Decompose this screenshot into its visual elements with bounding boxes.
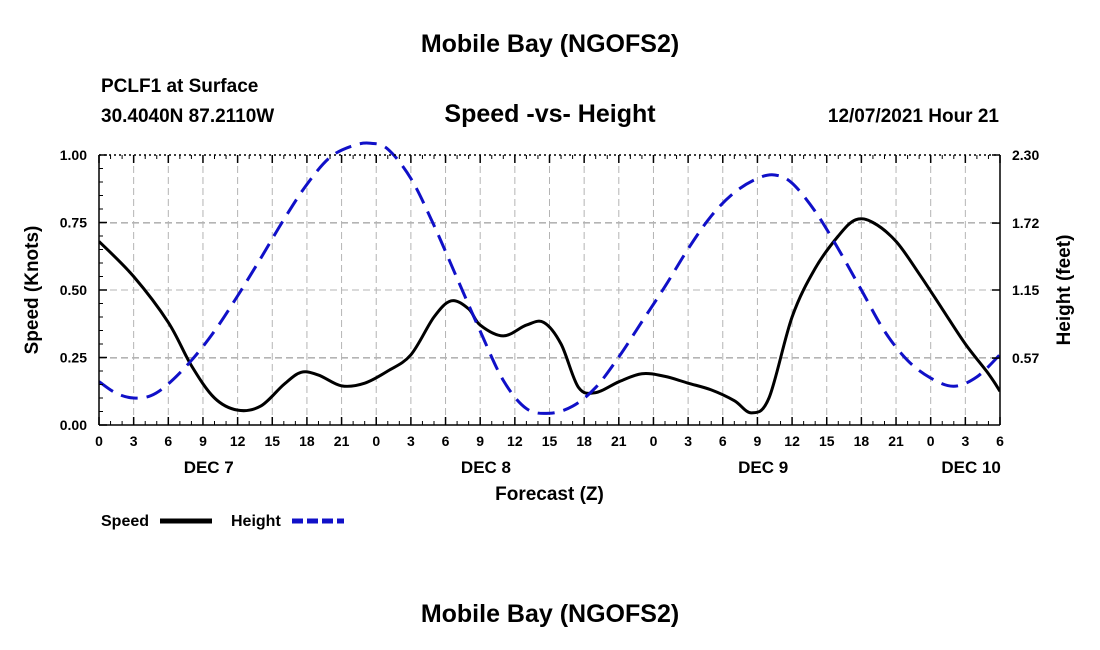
speed-series-line bbox=[99, 217, 1000, 415]
x-tick-label: 0 bbox=[372, 433, 380, 449]
x-tick-label: 6 bbox=[442, 433, 450, 449]
y-tick-label: 0.75 bbox=[60, 215, 87, 231]
x-tick-label: 18 bbox=[854, 433, 870, 449]
y2-axis-title: Height (feet) bbox=[1054, 235, 1075, 346]
y2-tick-label: 2.30 bbox=[1012, 147, 1039, 163]
legend: Speed Height bbox=[101, 513, 344, 530]
y2-tick-label: 0.57 bbox=[1012, 350, 1039, 366]
x-day-label: DEC 8 bbox=[461, 458, 511, 477]
legend-label-height: Height bbox=[231, 513, 281, 530]
y-tick-label: 0.00 bbox=[60, 417, 87, 433]
y-axis-title: Speed (Knots) bbox=[22, 226, 43, 355]
x-day-label: DEC 10 bbox=[941, 458, 1001, 477]
x-day-label: DEC 7 bbox=[184, 458, 234, 477]
station-coordinates: 30.4040N 87.2110W bbox=[101, 106, 275, 127]
x-day-label: DEC 9 bbox=[738, 458, 788, 477]
x-tick-label: 18 bbox=[299, 433, 315, 449]
y-tick-label: 0.50 bbox=[60, 282, 87, 298]
x-tick-label: 21 bbox=[611, 433, 627, 449]
x-tick-label: 21 bbox=[888, 433, 904, 449]
x-tick-label: 18 bbox=[576, 433, 592, 449]
forecast-datetime: 12/07/2021 Hour 21 bbox=[827, 106, 999, 127]
x-tick-label: 3 bbox=[407, 433, 415, 449]
y-tick-label: 1.00 bbox=[60, 147, 87, 163]
x-axis-title: Forecast (Z) bbox=[495, 484, 604, 505]
x-tick-label: 0 bbox=[650, 433, 658, 449]
x-tick-label: 15 bbox=[542, 433, 558, 449]
x-tick-label: 12 bbox=[230, 433, 246, 449]
x-tick-label: 0 bbox=[95, 433, 103, 449]
height-series-line bbox=[99, 141, 1000, 415]
x-tick-label: 9 bbox=[199, 433, 207, 449]
y-tick-label: 0.25 bbox=[60, 350, 87, 366]
x-tick-label: 3 bbox=[130, 433, 138, 449]
y2-tick-label: 1.15 bbox=[1012, 282, 1039, 298]
legend-label-speed: Speed bbox=[101, 513, 149, 530]
x-tick-label: 3 bbox=[961, 433, 969, 449]
x-tick-label: 3 bbox=[684, 433, 692, 449]
x-tick-label: 6 bbox=[164, 433, 172, 449]
chart-title: Mobile Bay (NGOFS2) bbox=[420, 30, 680, 58]
x-tick-label: 15 bbox=[819, 433, 835, 449]
grid bbox=[99, 155, 1000, 425]
x-tick-label: 9 bbox=[476, 433, 484, 449]
footer-title: Mobile Bay (NGOFS2) bbox=[420, 600, 680, 628]
x-tick-label: 9 bbox=[754, 433, 762, 449]
series-lines bbox=[99, 141, 1000, 415]
station-name: PCLF1 at Surface bbox=[101, 76, 259, 97]
y2-tick-label: 1.72 bbox=[1012, 215, 1039, 231]
chart-subtitle: Speed -vs- Height bbox=[444, 100, 656, 128]
x-tick-label: 15 bbox=[264, 433, 280, 449]
x-tick-label: 6 bbox=[996, 433, 1004, 449]
x-tick-label: 21 bbox=[334, 433, 350, 449]
axes: 0 3 6 9 12 15 18 21 0 3 6 9 12 15 18 21 0 3 6 9 12 15 18 21 0 3 6D… bbox=[22, 147, 1075, 505]
x-tick-label: 0 bbox=[927, 433, 935, 449]
x-tick-label: 12 bbox=[784, 433, 800, 449]
x-tick-label: 6 bbox=[719, 433, 727, 449]
x-tick-label: 12 bbox=[507, 433, 523, 449]
